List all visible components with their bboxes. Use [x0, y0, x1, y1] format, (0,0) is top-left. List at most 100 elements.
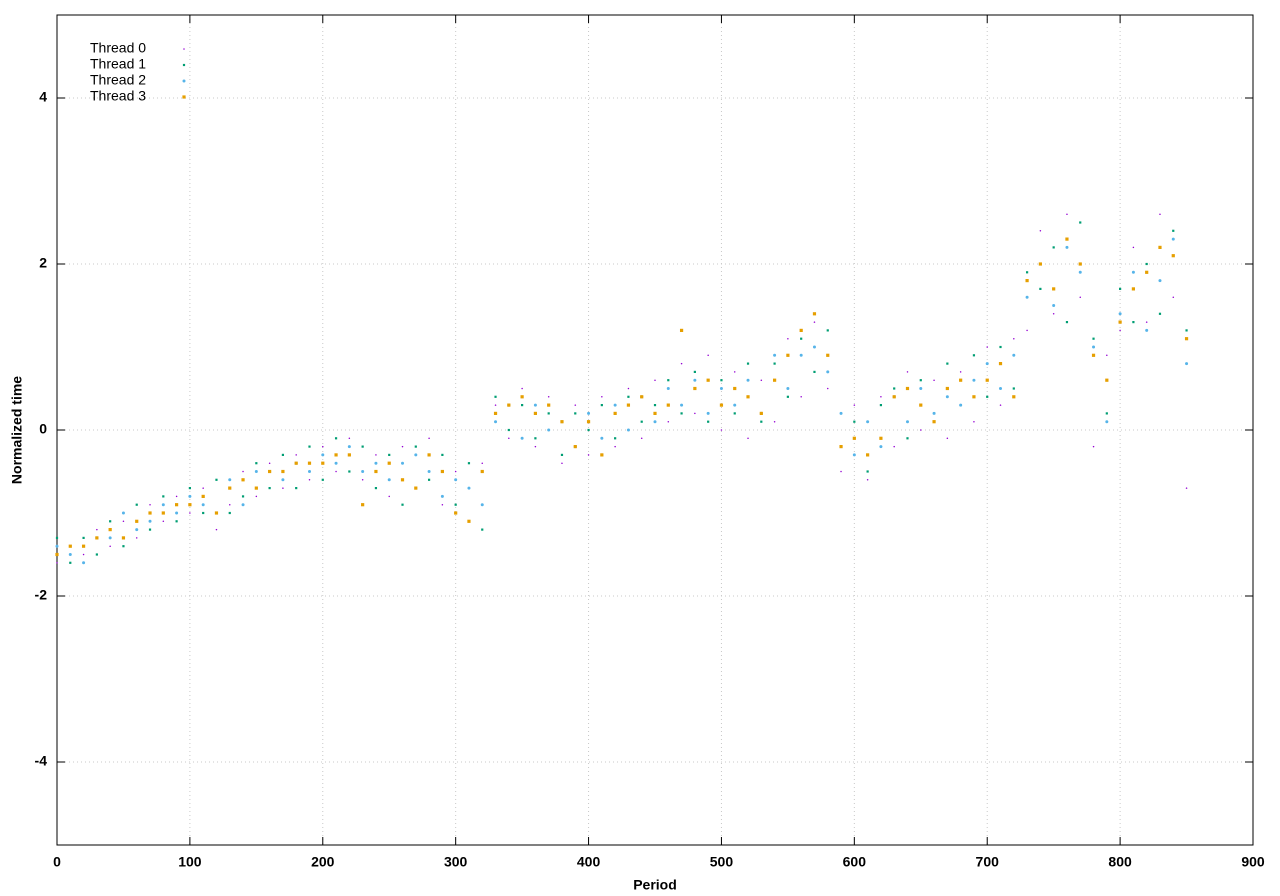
- x-tick-label: 400: [577, 854, 601, 870]
- legend-label: Thread 0: [90, 40, 146, 56]
- legend-marker: [182, 95, 186, 99]
- data-point: [1145, 321, 1148, 323]
- data-point: [1145, 270, 1149, 274]
- data-point: [893, 445, 895, 448]
- data-point: [786, 395, 789, 398]
- data-point: [920, 429, 922, 431]
- data-point: [773, 420, 776, 423]
- data-point: [600, 404, 603, 407]
- data-point: [1145, 328, 1149, 332]
- data-point: [96, 528, 98, 531]
- data-point: [680, 362, 683, 365]
- data-point: [985, 378, 989, 382]
- data-point: [972, 378, 976, 382]
- data-point: [1038, 262, 1042, 266]
- data-point: [986, 346, 988, 348]
- data-point: [1184, 337, 1189, 341]
- data-point: [799, 353, 803, 357]
- data-point: [826, 353, 830, 357]
- data-point: [667, 420, 670, 423]
- data-point: [905, 386, 910, 391]
- data-point: [347, 445, 351, 449]
- data-point: [1052, 287, 1056, 291]
- data-point: [946, 362, 949, 365]
- data-point: [1039, 230, 1042, 232]
- data-point: [1026, 329, 1028, 332]
- data-point: [507, 403, 511, 407]
- data-point: [1172, 296, 1175, 298]
- data-point: [693, 378, 697, 382]
- data-point: [361, 470, 365, 473]
- data-point: [839, 445, 843, 449]
- data-point: [626, 403, 631, 407]
- data-point: [55, 544, 59, 548]
- data-point: [1079, 296, 1081, 298]
- data-point: [1119, 287, 1122, 290]
- data-point: [613, 403, 617, 407]
- data-point: [1158, 312, 1162, 315]
- data-point: [1025, 271, 1029, 274]
- data-point: [400, 478, 405, 482]
- data-point: [494, 395, 497, 398]
- data-point: [189, 512, 191, 514]
- data-point: [1158, 279, 1162, 283]
- data-point: [1052, 313, 1055, 315]
- data-point: [667, 379, 670, 382]
- data-point: [972, 354, 976, 357]
- data-point: [520, 436, 524, 440]
- data-point: [826, 329, 829, 332]
- data-point: [680, 412, 683, 415]
- data-point: [1092, 345, 1096, 349]
- data-point: [694, 412, 696, 415]
- data-point: [813, 321, 816, 323]
- data-point: [932, 420, 936, 424]
- data-point: [666, 403, 670, 407]
- data-point: [1172, 229, 1175, 232]
- data-point: [401, 461, 405, 465]
- data-point: [693, 370, 696, 373]
- data-point: [707, 354, 709, 357]
- data-point: [361, 503, 365, 507]
- data-point: [827, 387, 829, 390]
- data-point: [1118, 312, 1122, 316]
- data-point: [1078, 270, 1082, 274]
- data-point: [440, 494, 444, 498]
- data-point: [375, 454, 377, 456]
- data-point: [1119, 329, 1121, 332]
- data-point: [175, 511, 179, 515]
- data-point: [148, 511, 152, 515]
- data-point: [241, 478, 245, 482]
- data-point: [799, 328, 803, 332]
- data-point: [1025, 279, 1029, 283]
- data-point: [122, 520, 125, 523]
- data-point: [1052, 246, 1055, 249]
- data-point: [481, 528, 484, 531]
- data-point: [1025, 295, 1029, 299]
- data-point: [361, 445, 364, 448]
- data-point: [587, 454, 590, 456]
- data-point: [547, 403, 551, 407]
- data-point: [853, 420, 856, 423]
- data-point: [295, 487, 298, 490]
- legend-marker: [182, 63, 186, 67]
- data-point: [321, 453, 325, 457]
- data-point: [121, 511, 125, 515]
- data-point: [202, 511, 205, 515]
- data-point: [441, 453, 444, 456]
- data-point: [361, 479, 364, 481]
- data-point: [560, 453, 564, 456]
- data-point: [1118, 320, 1122, 324]
- data-point: [706, 378, 710, 382]
- data-point: [720, 429, 723, 431]
- data-point: [1012, 353, 1016, 357]
- data-point: [454, 511, 458, 515]
- data-point: [812, 312, 817, 316]
- data-point: [1185, 362, 1189, 366]
- data-point: [294, 461, 298, 465]
- data-point: [388, 495, 390, 498]
- data-point: [919, 379, 922, 382]
- data-point: [561, 462, 563, 464]
- data-point: [255, 495, 258, 498]
- data-point: [800, 337, 803, 340]
- data-point: [467, 519, 471, 523]
